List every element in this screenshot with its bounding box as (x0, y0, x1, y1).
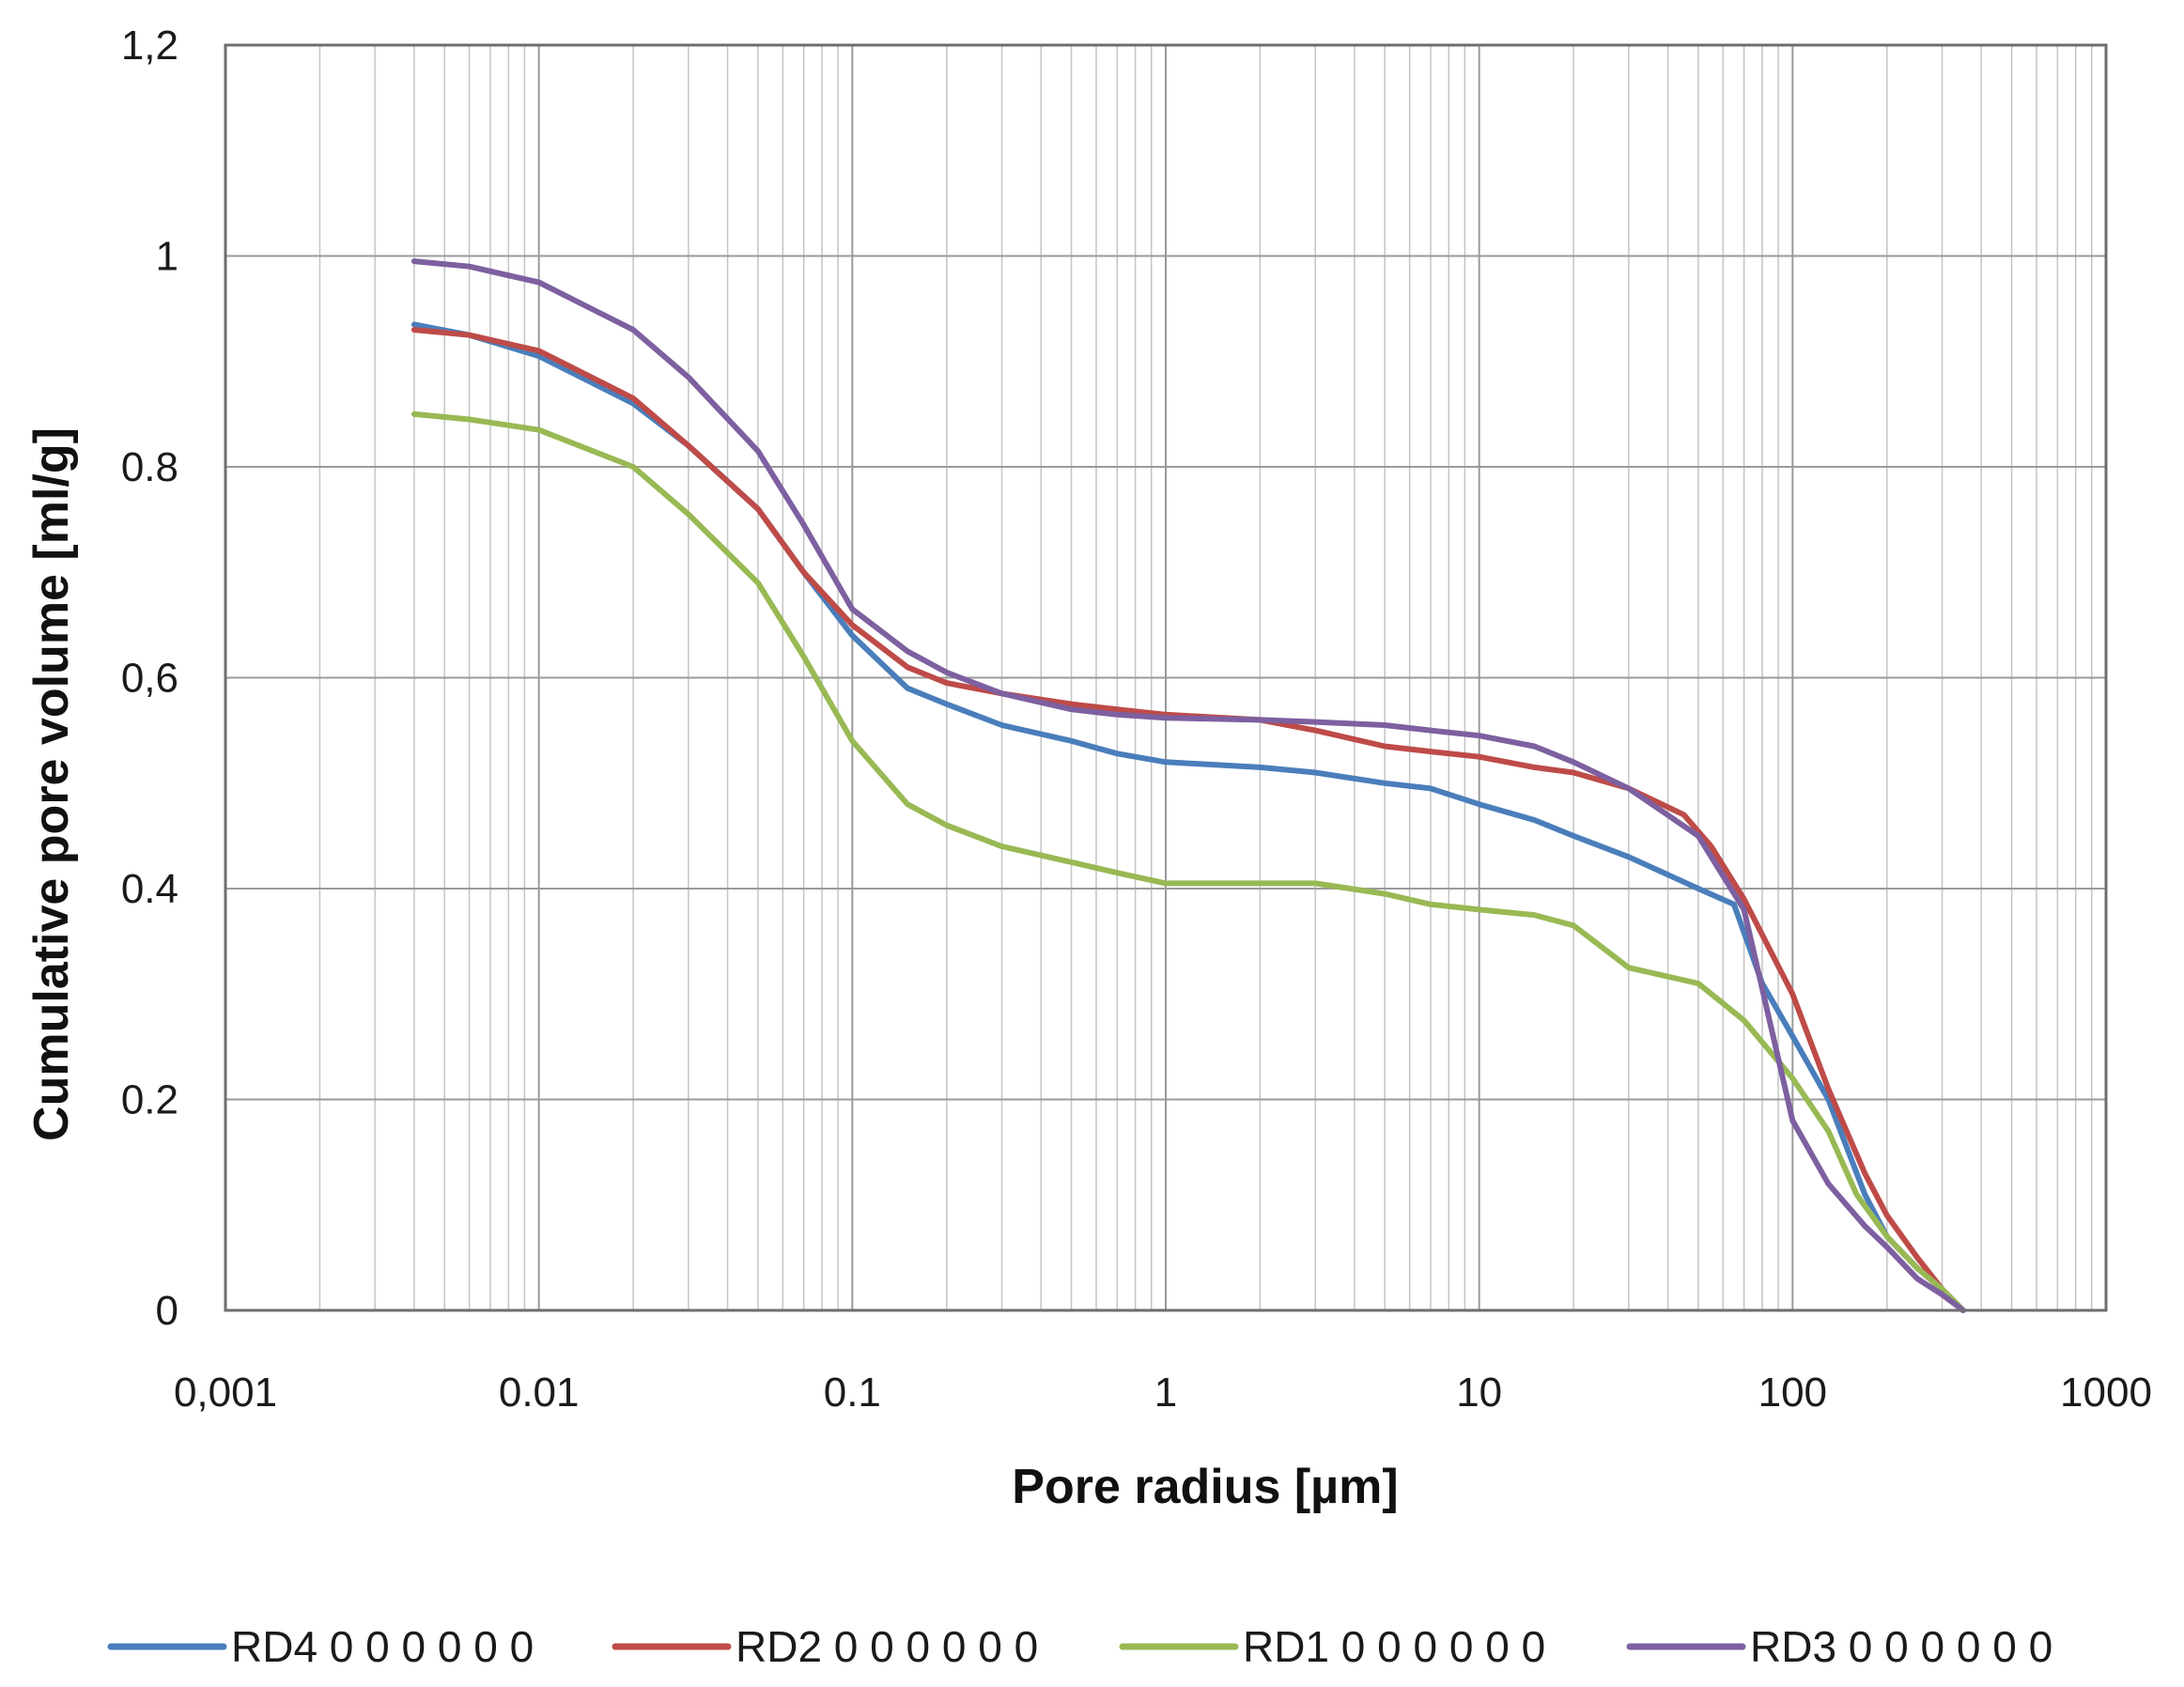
y-tick-label: 1 (156, 234, 178, 280)
y-tick-labels: 0 0.2 0.4 0,6 0.8 1 1,2 (121, 23, 178, 1334)
x-tick-label: 10 (1456, 1370, 1502, 1416)
series-line-1 (410, 321, 1966, 1313)
legend-label: RD2 0 0 0 0 0 0 (736, 1622, 1038, 1671)
legend-label: RD1 0 0 0 0 0 0 (1243, 1622, 1545, 1671)
y-tick-label: 0.2 (121, 1077, 178, 1123)
series-lines (410, 258, 1966, 1313)
x-tick-label: 0.1 (824, 1370, 881, 1416)
y-axis-title: Cumulative pore volume [ml/g] (24, 427, 79, 1141)
x-tick-label: 0.01 (499, 1370, 580, 1416)
x-tick-label: 0,001 (174, 1370, 277, 1416)
series-line-3 (410, 410, 1966, 1313)
plot-frame (224, 43, 2108, 1312)
series-line-2 (410, 327, 1966, 1313)
legend: RD4 0 0 0 0 0 0 RD2 0 0 0 0 0 0 RD1 0 0 0 … (107, 1622, 2052, 1671)
x-tick-label: 100 (1758, 1370, 1827, 1416)
legend-label: RD4 0 0 0 0 0 0 (231, 1622, 534, 1671)
x-tick-label: 1000 (2060, 1370, 2152, 1416)
y-tick-label: 0.8 (121, 444, 178, 490)
y-tick-label: 0.4 (121, 866, 178, 912)
y-tick-label: 0 (156, 1288, 178, 1334)
y-tick-label: 0,6 (121, 656, 178, 702)
y-tick-label: 1,2 (121, 23, 178, 69)
x-tick-labels: 0,001 0.01 0.1 1 10 100 1000 (174, 1370, 2152, 1416)
x-tick-label: 1 (1154, 1370, 1177, 1416)
legend-label: RD3 0 0 0 0 0 0 (1750, 1622, 2052, 1671)
series-line-4 (410, 258, 1966, 1313)
x-axis-title: Pore radius [µm] (1012, 1460, 1398, 1514)
